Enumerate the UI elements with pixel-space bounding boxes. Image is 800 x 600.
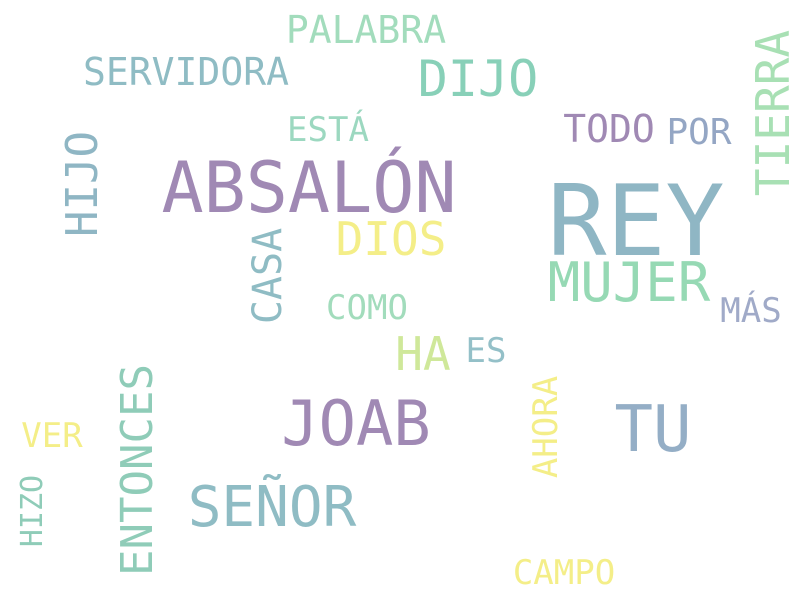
- word-entonces: ENTONCES: [112, 364, 163, 576]
- word-joab: JOAB: [281, 387, 431, 460]
- word-tierra: TIERRA: [746, 29, 800, 197]
- word-por: POR: [666, 112, 732, 153]
- word-mujer: MUJER: [547, 251, 711, 314]
- word-dijo: DIJO: [417, 50, 539, 108]
- word-tu: TU: [614, 393, 692, 467]
- word-dios: DIOS: [335, 212, 447, 266]
- word-es: ES: [465, 331, 507, 371]
- word-todo: TODO: [563, 107, 655, 151]
- word-esta: ESTÁ: [287, 110, 369, 150]
- word-senor: SEÑOR: [187, 475, 357, 540]
- word-palabra: PALABRA: [285, 8, 447, 52]
- word-absalon: ABSALÓN: [161, 147, 457, 229]
- word-como: COMO: [326, 288, 408, 328]
- word-servidora: SERVIDORA: [83, 50, 289, 94]
- word-ver: VER: [21, 416, 83, 456]
- word-ha: HA: [395, 327, 451, 381]
- word-ahora: AHORA: [526, 375, 566, 479]
- word-casa: CASA: [245, 227, 291, 325]
- word-rey: REY: [547, 165, 725, 279]
- word-mas: MÁS: [720, 291, 782, 331]
- word-hizo: HIZO: [15, 474, 50, 548]
- word-campo: CAMPO: [512, 553, 616, 593]
- word-hijo: HIJO: [57, 131, 108, 237]
